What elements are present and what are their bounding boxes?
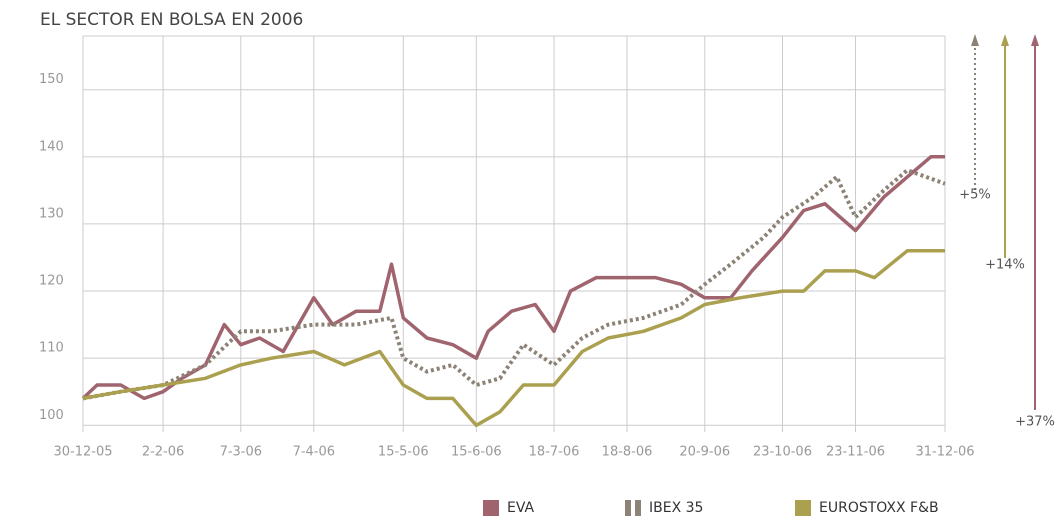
change-label: +37%: [1015, 415, 1055, 430]
y-tick-label: 120: [39, 274, 64, 289]
change-label: +5%: [959, 188, 991, 203]
x-tick-label: 31-12-06: [915, 445, 974, 460]
series-line: [81, 155, 945, 401]
y-tick-label: 110: [39, 341, 64, 356]
y-tick-label: 140: [39, 139, 64, 154]
legend-label: EUROSTOXX F&B: [819, 500, 939, 516]
x-tick-label: 15-6-06: [451, 445, 502, 460]
arrow-head: [971, 34, 979, 46]
x-tick-label: 23-11-06: [826, 445, 885, 460]
x-tick-label: 2-2-06: [142, 445, 184, 460]
x-tick-label: 15-5-06: [378, 445, 429, 460]
x-tick-label: 30-12-05: [53, 445, 112, 460]
arrow-head: [1031, 34, 1039, 46]
chart-title: EL SECTOR EN BOLSA EN 2006: [40, 10, 303, 30]
series-line: [82, 168, 946, 401]
x-tick-label: 20-9-06: [679, 445, 730, 460]
change-label: +14%: [985, 258, 1025, 273]
legend-swatch: [635, 500, 641, 516]
x-tick-label: 7-4-06: [293, 445, 335, 460]
x-tick-label: 18-7-06: [529, 445, 580, 460]
legend-swatch: [795, 500, 811, 516]
legend-swatch: [483, 500, 499, 516]
y-tick-label: 130: [39, 206, 64, 221]
x-tick-label: 18-8-06: [602, 445, 653, 460]
series-line: [82, 249, 945, 428]
x-tick-label: 23-10-06: [753, 445, 812, 460]
legend-label: EVA: [507, 500, 535, 516]
y-tick-label: 100: [39, 408, 64, 423]
legend-swatch: [625, 500, 631, 516]
y-tick-label: 150: [39, 72, 64, 87]
arrow-head: [1001, 34, 1009, 46]
legend-label: IBEX 35: [649, 500, 703, 516]
x-tick-label: 7-3-06: [220, 445, 262, 460]
